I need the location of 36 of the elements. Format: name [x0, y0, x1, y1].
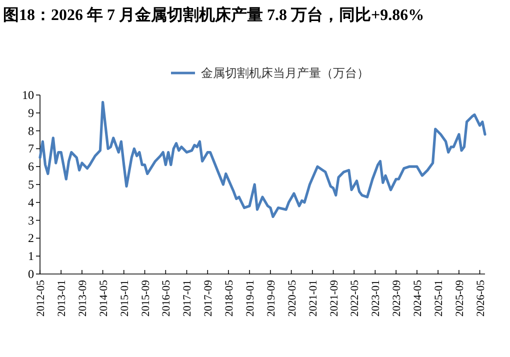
x-tick-label: 2023-01	[370, 280, 382, 317]
x-tick-label: 2013-09	[76, 280, 89, 317]
x-tick-label: 2017-01	[182, 280, 194, 317]
x-tick-label: 2016-05	[160, 280, 173, 317]
x-tick-label: 2014-05	[98, 280, 110, 317]
legend-label: 金属切割机床当月产量（万台）	[201, 66, 369, 80]
x-tick-label: 2019-09	[265, 280, 278, 317]
x-tick-label: 2018-05	[223, 280, 236, 317]
x-tick-label: 2021-01	[307, 280, 320, 317]
y-tick-label: 4	[28, 195, 34, 210]
y-tick-label: 8	[28, 124, 34, 138]
x-tick-label: 2026-05	[474, 280, 487, 317]
y-tick-label: 2	[28, 231, 34, 246]
x-tick-label: 2019-01	[244, 280, 257, 317]
x-tick-label: 2015-01	[118, 280, 131, 317]
y-tick-label: 3	[28, 213, 34, 228]
x-tick-label: 2024-05	[412, 280, 424, 317]
x-tick-label: 2020-05	[286, 280, 298, 317]
y-tick-label: 7	[28, 142, 34, 156]
x-tick-label: 2025-01	[433, 280, 446, 317]
x-tick-label: 2023-09	[391, 280, 404, 317]
x-tick-label: 2022-05	[349, 280, 362, 317]
title: 图18：2026 年 7 月金属切割机床产量 7.8 万台，同比+9.86%	[3, 7, 424, 24]
x-tick-label: 2025-09	[454, 280, 466, 317]
x-tick-label: 2021-09	[328, 280, 340, 317]
y-tick-label: 10	[22, 88, 34, 102]
x-tick-label: 2012-05	[35, 280, 47, 317]
y-tick-label: 6	[28, 160, 34, 174]
y-tick-label: 1	[28, 249, 34, 264]
x-tick-label: 2013-01	[56, 280, 68, 317]
y-tick-label: 5	[28, 178, 34, 192]
legend: 金属切割机床当月产量（万台）	[171, 66, 369, 80]
y-tick-label: 9	[28, 106, 34, 120]
y-tick-label: 0	[28, 267, 34, 281]
x-tick-label: 2015-09	[140, 280, 152, 317]
x-tick-label: 2017-09	[202, 280, 215, 317]
